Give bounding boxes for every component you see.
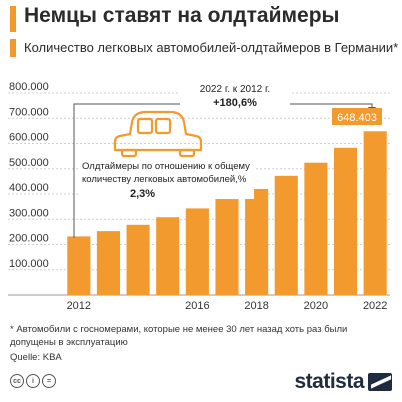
vintage-car-icon [113,110,203,158]
x-tick-label: 2018 [244,300,268,312]
bar-2021 [333,147,358,295]
chart-subtitle: Количество легковых автомобилей-олдтайме… [24,40,399,55]
x-tick-label: 2020 [304,300,328,312]
y-tick-label: 300.000 [9,207,49,219]
bar-2016 [185,208,209,295]
subtitle-accent-bar [10,39,16,57]
bar-2012 [67,236,91,295]
source-label: Quelle: KBA [10,352,62,363]
y-tick-label: 700.000 [9,106,49,118]
bar-2019 [274,175,298,295]
last-value-badge-background [332,108,382,125]
share-annotation: Олдтаймеры по отношению к общему количес… [78,157,254,200]
x-axis-tick-labels: 2012 2016 2018 2020 2022 [67,300,388,312]
statista-logo-icon [368,373,392,391]
growth-label-background [180,80,290,112]
x-tick-label: 2022 [363,300,387,312]
bar-2018 [245,188,269,295]
growth-annotation: 2022 г. к 2012 г. +180,6% [73,80,376,238]
share-annotation-background [78,157,254,199]
share-annotation-line1: Олдтаймеры по отношению к общему [82,161,250,172]
bar-2020 [304,162,328,295]
y-tick-label: 500.000 [9,157,49,169]
growth-label-value: +180,6% [213,97,257,109]
last-value-label: 648.403 [337,112,377,124]
y-tick-label: 600.000 [9,132,49,144]
bar-2022 [363,131,387,295]
brand-name: statista [294,370,364,393]
footnote: * Автомобили с госномерами, которые не м… [10,324,348,348]
attribution-icon[interactable]: i [26,374,40,388]
cc-icon[interactable]: cc [10,374,24,388]
chart-title: Немцы ставят на олдтаймеры [24,4,340,27]
y-tick-label: 400.000 [9,182,49,194]
bar-2014 [126,224,150,295]
statista-logo[interactable]: statista [294,370,392,394]
bars [67,131,387,295]
bar-2015 [156,217,180,295]
y-tick-label: 200.000 [9,233,49,245]
license-icons: cc i = [10,374,56,388]
last-value-badge: 648.403 [332,108,382,125]
share-annotation-value: 2,3% [130,188,155,200]
growth-label-period: 2022 г. к 2012 г. [200,84,270,95]
no-derivatives-icon[interactable]: = [42,374,56,388]
share-annotation-line2: количеству легковых автомобилей,% [82,174,247,185]
title-accent-bar [10,6,16,32]
x-tick-label: 2012 [67,300,91,312]
y-axis-tick-labels: 100.000 200.000 300.000 400.000 500.000 600.0… [9,81,49,270]
bar-2013 [96,231,121,295]
y-tick-label: 800.000 [9,81,49,93]
x-tick-label: 2016 [185,300,209,312]
bar-2017 [215,199,239,295]
y-tick-label: 100.000 [9,258,49,270]
